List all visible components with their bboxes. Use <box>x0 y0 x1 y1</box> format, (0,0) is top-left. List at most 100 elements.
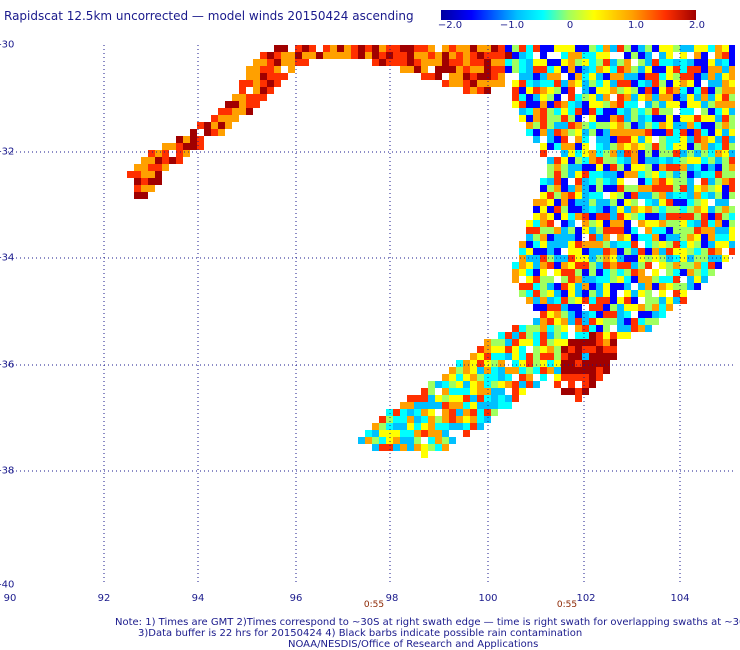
wind-cell <box>505 367 512 374</box>
wind-cell <box>407 423 414 430</box>
wind-cell <box>519 381 526 388</box>
wind-cell <box>652 108 659 115</box>
wind-cell <box>631 241 638 248</box>
wind-cell <box>603 199 610 206</box>
wind-cell <box>498 388 505 395</box>
wind-cell <box>414 416 421 423</box>
wind-cell <box>631 164 638 171</box>
wind-cell <box>421 395 428 402</box>
wind-cell <box>162 143 169 150</box>
wind-cell <box>701 241 708 248</box>
wind-cell <box>316 52 323 59</box>
wind-cell <box>666 220 673 227</box>
wind-cell <box>659 129 666 136</box>
wind-cell <box>568 339 575 346</box>
wind-cell <box>596 339 603 346</box>
wind-cell <box>582 206 589 213</box>
wind-cell <box>512 367 519 374</box>
wind-cell <box>155 157 162 164</box>
wind-cell <box>603 45 610 52</box>
wind-cell <box>715 150 722 157</box>
wind-cell <box>729 164 735 171</box>
wind-cell <box>624 297 631 304</box>
wind-cell <box>519 360 526 367</box>
wind-cell <box>617 150 624 157</box>
wind-cell <box>414 45 421 52</box>
wind-cell <box>708 108 715 115</box>
wind-cell <box>568 45 575 52</box>
wind-cell <box>435 381 442 388</box>
wind-cell <box>603 346 610 353</box>
wind-cell <box>533 108 540 115</box>
wind-cell <box>708 59 715 66</box>
wind-cell <box>680 241 687 248</box>
wind-cell <box>596 94 603 101</box>
wind-cell <box>463 430 470 437</box>
wind-cell <box>582 325 589 332</box>
wind-cell <box>148 157 155 164</box>
wind-cell <box>505 339 512 346</box>
wind-cell <box>596 59 603 66</box>
wind-cell <box>659 94 666 101</box>
wind-cell <box>470 80 477 87</box>
wind-cell <box>491 339 498 346</box>
wind-cell <box>638 52 645 59</box>
wind-cell <box>603 206 610 213</box>
wind-cell <box>652 199 659 206</box>
lon-label: 100 <box>478 593 498 604</box>
wind-cell <box>631 129 638 136</box>
wind-cell <box>463 374 470 381</box>
wind-cell <box>519 52 526 59</box>
wind-cell <box>568 192 575 199</box>
wind-cell <box>309 52 316 59</box>
wind-cell <box>659 255 666 262</box>
wind-cell <box>589 87 596 94</box>
wind-cell <box>603 269 610 276</box>
wind-cell <box>575 157 582 164</box>
wind-cell <box>645 248 652 255</box>
wind-cell <box>645 213 652 220</box>
wind-cell <box>715 122 722 129</box>
wind-cell <box>456 80 463 87</box>
wind-cell <box>694 150 701 157</box>
wind-cell <box>722 241 729 248</box>
wind-cell <box>197 143 204 150</box>
wind-cell <box>715 94 722 101</box>
wind-cell <box>519 115 526 122</box>
wind-cell <box>568 367 575 374</box>
wind-cell <box>421 430 428 437</box>
wind-cell <box>603 304 610 311</box>
wind-cell <box>610 283 617 290</box>
wind-cell <box>610 339 617 346</box>
wind-cell <box>533 262 540 269</box>
wind-cell <box>624 213 631 220</box>
wind-cell <box>470 423 477 430</box>
wind-cell <box>589 115 596 122</box>
wind-cell <box>260 59 267 66</box>
wind-cell <box>589 108 596 115</box>
wind-cell <box>519 94 526 101</box>
wind-cell <box>449 416 456 423</box>
wind-cell <box>463 45 470 52</box>
wind-cell <box>610 276 617 283</box>
wind-cell <box>722 73 729 80</box>
wind-cell <box>708 178 715 185</box>
wind-cell <box>533 94 540 101</box>
wind-cell <box>701 213 708 220</box>
wind-cell <box>610 332 617 339</box>
wind-cell <box>435 437 442 444</box>
wind-cell <box>568 255 575 262</box>
wind-cell <box>575 192 582 199</box>
wind-cell <box>680 255 687 262</box>
wind-cell <box>624 94 631 101</box>
wind-cell <box>624 234 631 241</box>
wind-cell <box>638 143 645 150</box>
wind-cell <box>624 157 631 164</box>
wind-cell <box>603 178 610 185</box>
wind-cell <box>596 241 603 248</box>
wind-cell <box>148 171 155 178</box>
wind-cell <box>603 171 610 178</box>
wind-cell <box>456 395 463 402</box>
wind-cell <box>596 269 603 276</box>
wind-cell <box>400 45 407 52</box>
